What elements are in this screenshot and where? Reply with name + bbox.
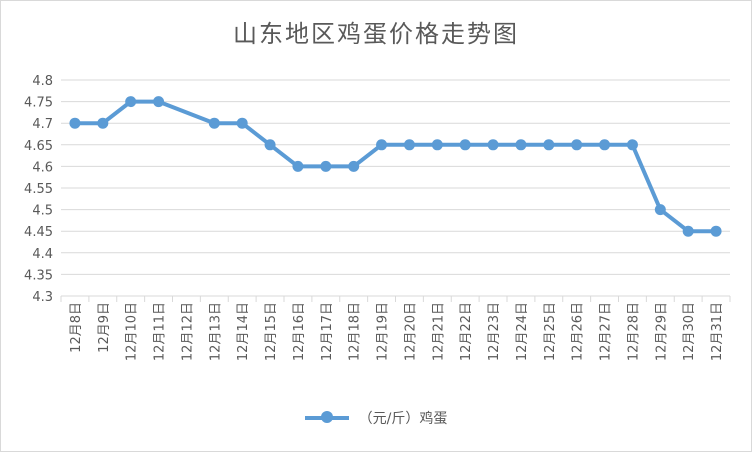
data-point	[236, 117, 248, 129]
x-tick-label: 12月19日	[376, 302, 391, 361]
data-point	[320, 160, 332, 172]
x-tick-label: 12月23日	[487, 302, 502, 361]
y-tick-label: 4.35	[24, 268, 53, 283]
x-tick-label: 12月13日	[208, 302, 223, 361]
x-tick-label: 12月12日	[180, 302, 195, 361]
x-tick-label: 12月22日	[459, 302, 474, 361]
x-tick-label: 12月9日	[97, 302, 112, 353]
data-point	[125, 96, 137, 108]
y-tick-label: 4.8	[32, 74, 53, 89]
x-tick-label: 12月18日	[348, 302, 363, 361]
legend-marker	[304, 411, 349, 423]
x-tick-label: 12月25日	[543, 302, 558, 361]
data-point	[626, 139, 638, 151]
x-tick-label: 12月15日	[264, 302, 279, 361]
data-point	[403, 139, 415, 151]
x-tick-label: 12月20日	[403, 302, 418, 361]
y-tick-label: 4.65	[24, 139, 53, 154]
data-point	[69, 117, 81, 129]
y-tick-label: 4.75	[24, 96, 53, 111]
data-point	[348, 160, 360, 172]
data-point	[459, 139, 471, 151]
legend: （元/斤）鸡蛋	[0, 408, 752, 428]
data-point	[682, 225, 694, 237]
y-tick-label: 4.4	[32, 247, 53, 262]
x-tick-label: 12月10日	[125, 302, 140, 361]
data-point	[515, 139, 527, 151]
data-point	[292, 160, 304, 172]
x-tick-label: 12月24日	[515, 302, 530, 361]
y-tick-label: 4.55	[24, 182, 53, 197]
chart-title: 山东地区鸡蛋价格走势图	[233, 20, 519, 48]
data-point	[376, 139, 388, 151]
data-point	[543, 139, 555, 151]
x-tick-label: 12月11日	[153, 302, 168, 361]
x-tick-label: 12月8日	[69, 302, 84, 353]
data-point	[153, 96, 165, 108]
x-tick-label: 12月14日	[236, 302, 251, 361]
x-tick-label: 12月29日	[654, 302, 669, 361]
x-tick-label: 12月30日	[682, 302, 697, 361]
data-point	[599, 139, 611, 151]
x-tick-label: 12月28日	[626, 302, 641, 361]
y-tick-label: 4.3	[32, 290, 53, 305]
y-tick-label: 4.7	[32, 117, 53, 132]
data-point	[654, 204, 666, 216]
x-tick-label: 12月31日	[710, 302, 725, 361]
data-point	[264, 139, 276, 151]
data-point	[487, 139, 499, 151]
x-tick-label: 12月26日	[571, 302, 586, 361]
legend-label: （元/斤）鸡蛋	[358, 411, 448, 427]
data-point	[208, 117, 220, 129]
x-tick-label: 12月27日	[599, 302, 614, 361]
data-point	[710, 225, 722, 237]
data-point	[431, 139, 443, 151]
data-point	[571, 139, 583, 151]
x-tick-label: 12月17日	[320, 302, 335, 361]
x-tick-label: 12月21日	[431, 302, 446, 361]
x-tick-label: 12月16日	[292, 302, 307, 361]
y-tick-label: 4.45	[24, 225, 53, 240]
y-tick-label: 4.5	[32, 204, 53, 219]
data-point	[97, 117, 109, 129]
y-tick-label: 4.6	[32, 160, 53, 175]
